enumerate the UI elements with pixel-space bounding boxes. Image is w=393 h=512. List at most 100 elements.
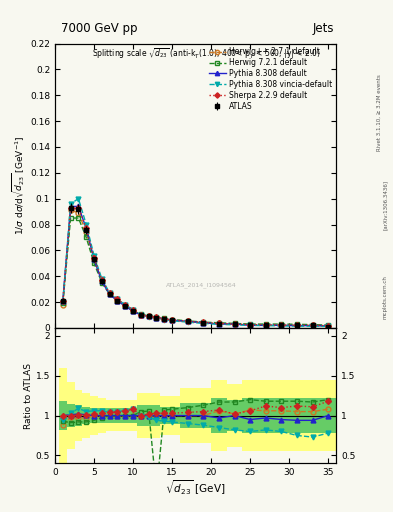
Sherpa 2.2.9 default (295, 322, 299, 328)
Pythia 8.308 default (310, 323, 315, 329)
Herwig 7.2.1 default (201, 319, 206, 325)
Pythia 8.308 vincia-default (131, 307, 136, 313)
Pythia 8.308 default (61, 297, 65, 304)
Sherpa 2.2.9 default (217, 321, 221, 327)
Text: Splitting scale $\sqrt{d_{23}}$ (anti-k$_T$(1.0), 400< p$_T$ < 500, |y| < 2.0): Splitting scale $\sqrt{d_{23}}$ (anti-k$… (92, 47, 321, 61)
Herwig 7.2.1 default (217, 319, 221, 326)
Herwig 7.2.1 default (162, 315, 167, 322)
Y-axis label: 1/$\sigma$ d$\sigma$/d$\sqrt{d_{23}}$ [GeV$^{-1}$]: 1/$\sigma$ d$\sigma$/d$\sqrt{d_{23}}$ [G… (11, 136, 27, 236)
Sherpa 2.2.9 default (131, 307, 136, 313)
Pythia 8.308 default (263, 322, 268, 328)
Pythia 8.308 default (115, 297, 120, 304)
Y-axis label: Ratio to ATLAS: Ratio to ATLAS (24, 362, 33, 429)
Herwig 7.2.1 default (170, 316, 174, 323)
Pythia 8.308 vincia-default (154, 315, 159, 322)
Herwig 7.2.1 default (326, 322, 331, 328)
Herwig 7.2.1 default (146, 312, 151, 318)
Pythia 8.308 default (131, 308, 136, 314)
Text: mcplots.cern.ch: mcplots.cern.ch (383, 275, 387, 319)
Pythia 8.308 default (154, 314, 159, 321)
Pythia 8.308 default (217, 321, 221, 327)
Herwig++ 2.7.1 default (185, 318, 190, 325)
Pythia 8.308 default (76, 203, 81, 209)
Herwig 7.2.1 default (92, 260, 96, 266)
Herwig 7.2.1 default (61, 301, 65, 307)
Sherpa 2.2.9 default (326, 323, 331, 329)
Herwig 7.2.1 default (84, 234, 88, 241)
Sherpa 2.2.9 default (185, 318, 190, 324)
Text: 7000 GeV pp: 7000 GeV pp (61, 22, 138, 35)
Pythia 8.308 vincia-default (92, 252, 96, 259)
Herwig++ 2.7.1 default (248, 322, 253, 328)
Pythia 8.308 default (92, 257, 96, 263)
Herwig++ 2.7.1 default (68, 207, 73, 214)
Sherpa 2.2.9 default (310, 322, 315, 328)
Herwig++ 2.7.1 default (154, 314, 159, 321)
Pythia 8.308 vincia-default (295, 323, 299, 329)
Herwig++ 2.7.1 default (99, 279, 104, 285)
Sherpa 2.2.9 default (263, 322, 268, 328)
Pythia 8.308 default (68, 203, 73, 209)
Herwig 7.2.1 default (99, 280, 104, 286)
Pythia 8.308 vincia-default (146, 313, 151, 319)
Sherpa 2.2.9 default (115, 296, 120, 303)
Herwig 7.2.1 default (279, 321, 284, 327)
Line: Herwig 7.2.1 default: Herwig 7.2.1 default (61, 216, 331, 328)
Sherpa 2.2.9 default (232, 321, 237, 327)
Line: Pythia 8.308 default: Pythia 8.308 default (61, 204, 331, 328)
Sherpa 2.2.9 default (170, 317, 174, 323)
Sherpa 2.2.9 default (61, 297, 65, 304)
Pythia 8.308 default (232, 321, 237, 327)
Sherpa 2.2.9 default (201, 319, 206, 326)
Pythia 8.308 vincia-default (232, 322, 237, 328)
Pythia 8.308 default (326, 323, 331, 329)
Herwig 7.2.1 default (131, 308, 136, 314)
Sherpa 2.2.9 default (162, 315, 167, 322)
Sherpa 2.2.9 default (154, 314, 159, 321)
Pythia 8.308 vincia-default (107, 290, 112, 296)
Pythia 8.308 vincia-default (61, 299, 65, 305)
Pythia 8.308 vincia-default (310, 323, 315, 329)
Herwig++ 2.7.1 default (84, 229, 88, 236)
Herwig 7.2.1 default (68, 215, 73, 221)
Pythia 8.308 vincia-default (185, 319, 190, 325)
Herwig++ 2.7.1 default (326, 323, 331, 329)
Pythia 8.308 vincia-default (99, 276, 104, 282)
Sherpa 2.2.9 default (92, 255, 96, 261)
Herwig++ 2.7.1 default (76, 210, 81, 216)
Legend: Herwig++ 2.7.1 default, Herwig 7.2.1 default, Pythia 8.308 default, Pythia 8.308: Herwig++ 2.7.1 default, Herwig 7.2.1 def… (208, 46, 334, 113)
Herwig 7.2.1 default (138, 311, 143, 317)
Herwig++ 2.7.1 default (61, 302, 65, 308)
Herwig 7.2.1 default (185, 318, 190, 324)
Herwig++ 2.7.1 default (162, 316, 167, 322)
Sherpa 2.2.9 default (279, 322, 284, 328)
Sherpa 2.2.9 default (68, 205, 73, 211)
Herwig++ 2.7.1 default (170, 317, 174, 323)
Herwig 7.2.1 default (263, 321, 268, 327)
Sherpa 2.2.9 default (138, 312, 143, 318)
Pythia 8.308 default (170, 317, 174, 323)
Text: ATLAS_2014_I1094564: ATLAS_2014_I1094564 (166, 283, 237, 288)
Herwig 7.2.1 default (154, 314, 159, 320)
Pythia 8.308 vincia-default (123, 302, 128, 308)
Pythia 8.308 vincia-default (217, 321, 221, 327)
Herwig++ 2.7.1 default (146, 313, 151, 319)
Text: Jets: Jets (312, 22, 334, 35)
Herwig++ 2.7.1 default (263, 322, 268, 328)
Sherpa 2.2.9 default (146, 313, 151, 319)
Herwig 7.2.1 default (248, 321, 253, 327)
Pythia 8.308 default (123, 303, 128, 309)
Pythia 8.308 default (99, 279, 104, 285)
Pythia 8.308 default (279, 322, 284, 328)
Pythia 8.308 default (185, 318, 190, 325)
Herwig 7.2.1 default (115, 297, 120, 304)
Line: Sherpa 2.2.9 default: Sherpa 2.2.9 default (61, 206, 330, 328)
Herwig 7.2.1 default (232, 321, 237, 327)
Line: Pythia 8.308 vincia-default: Pythia 8.308 vincia-default (61, 196, 331, 329)
Pythia 8.308 vincia-default (138, 312, 143, 318)
Pythia 8.308 vincia-default (84, 221, 88, 227)
Sherpa 2.2.9 default (99, 277, 104, 283)
Pythia 8.308 default (107, 291, 112, 297)
Sherpa 2.2.9 default (123, 302, 128, 308)
Herwig++ 2.7.1 default (123, 303, 128, 309)
